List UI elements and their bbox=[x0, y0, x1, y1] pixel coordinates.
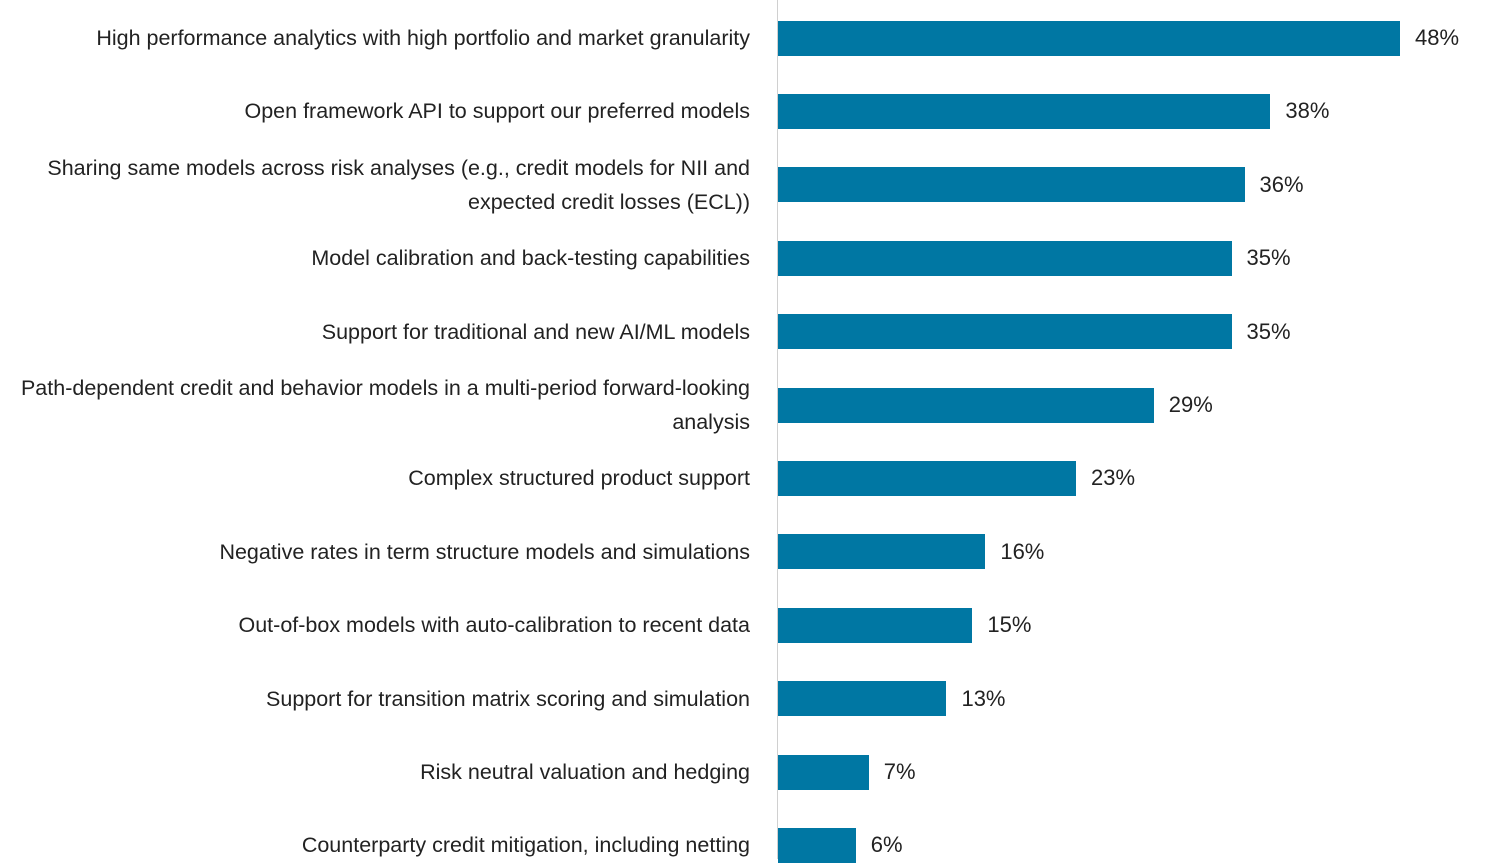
value-label: 23% bbox=[1091, 465, 1136, 491]
value-label: 7% bbox=[883, 759, 916, 784]
category-label: Support for traditional and new AI/ML mo… bbox=[321, 319, 750, 344]
value-label: 15% bbox=[987, 612, 1032, 638]
bar bbox=[778, 387, 1154, 423]
bar bbox=[778, 607, 973, 643]
category-label: Support for transition matrix scoring an… bbox=[266, 686, 750, 711]
category-label: Open framework API to support our prefer… bbox=[244, 99, 751, 124]
bar bbox=[778, 460, 1077, 496]
category-label: Complex structured product support bbox=[408, 466, 750, 491]
bar bbox=[778, 167, 1245, 203]
axis-line bbox=[777, 0, 778, 859]
value-label: 36% bbox=[1259, 171, 1304, 197]
bar bbox=[778, 534, 986, 570]
category-label: High performance analytics with high por… bbox=[96, 26, 750, 50]
category-label: Path-dependent credit and behavior model… bbox=[20, 376, 750, 434]
value-label: 38% bbox=[1285, 98, 1330, 124]
bar bbox=[778, 240, 1232, 276]
category-label: Sharing same models across risk analyses… bbox=[47, 155, 750, 214]
category-label: Risk neutral valuation and hedging bbox=[420, 760, 750, 784]
category-label: Negative rates in term structure models … bbox=[219, 539, 750, 564]
bar bbox=[778, 681, 947, 717]
value-label: 35% bbox=[1246, 318, 1291, 344]
bar bbox=[778, 20, 1400, 56]
value-label: 16% bbox=[1000, 538, 1045, 564]
bar bbox=[778, 754, 869, 790]
bar bbox=[778, 314, 1232, 350]
value-label: 6% bbox=[870, 832, 903, 858]
category-label: Model calibration and back-testing capab… bbox=[311, 246, 750, 271]
value-label: 35% bbox=[1246, 245, 1291, 271]
category-label: Out-of-box models with auto-calibration … bbox=[238, 613, 751, 638]
value-label: 48% bbox=[1415, 25, 1460, 50]
bar bbox=[778, 93, 1271, 129]
value-label: 29% bbox=[1168, 392, 1213, 417]
value-label: 13% bbox=[961, 685, 1006, 711]
bar bbox=[778, 827, 856, 863]
category-label: Counterparty credit mitigation, includin… bbox=[301, 833, 750, 858]
